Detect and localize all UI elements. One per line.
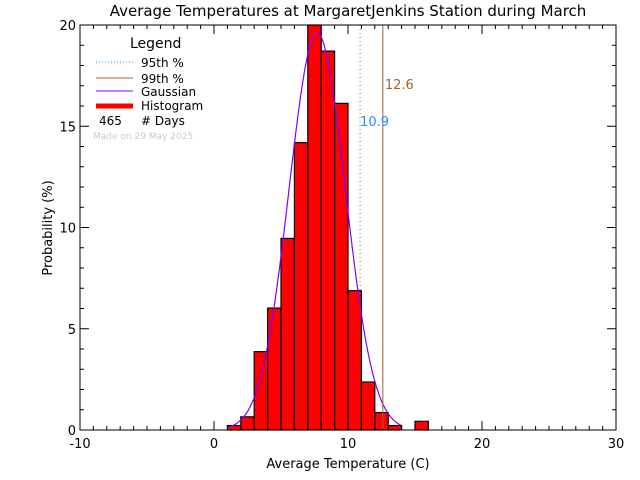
legend-title: Legend: [130, 36, 181, 52]
legend-item-99: 99th %: [141, 72, 184, 86]
legend-item-histogram: Histogram: [141, 99, 203, 113]
histogram-bar: [240, 416, 255, 431]
histogram-bar: [226, 424, 242, 431]
y-tick-label: 0: [68, 424, 76, 439]
histogram-bar: [307, 24, 322, 431]
x-tick-label: 20: [474, 437, 491, 452]
y-axis-label: Probability (%): [41, 180, 56, 275]
p99-label: 12.6: [385, 78, 414, 93]
legend: Legend 95th % 99th % Gaussian Histogram …: [93, 36, 203, 142]
x-tick-label: -10: [69, 437, 90, 452]
x-axis-label: Average Temperature (C): [266, 457, 429, 472]
y-tick-label: 10: [59, 222, 76, 237]
y-tick-label: 15: [59, 120, 76, 135]
histogram-bar: [267, 307, 282, 431]
histogram-bar: [293, 142, 309, 431]
days-count: 465: [99, 114, 122, 128]
days-label: # Days: [141, 114, 185, 128]
histogram-bar: [374, 411, 389, 431]
y-tick-label: 20: [59, 19, 76, 34]
legend-item-gaussian: Gaussian: [141, 85, 196, 99]
x-tick-label: 0: [210, 437, 218, 452]
histogram-bar: [347, 290, 362, 431]
x-tick-label: 10: [340, 437, 357, 452]
gaussian-curve: [227, 32, 402, 429]
histogram-bar: [360, 381, 376, 431]
made-on-note: Made on 29 May 2025: [93, 132, 193, 142]
y-tick-label: 5: [68, 323, 76, 338]
legend-item-95: 95th %: [141, 56, 184, 70]
histogram-bar: [414, 420, 429, 431]
p95-label: 10.9: [360, 115, 389, 130]
x-tick-label: 30: [608, 437, 625, 452]
histogram-bar: [320, 50, 336, 431]
histogram-bar: [387, 424, 403, 431]
chart-title: Average Temperatures at MargaretJenkins …: [110, 2, 587, 20]
histogram-bar: [280, 237, 295, 431]
